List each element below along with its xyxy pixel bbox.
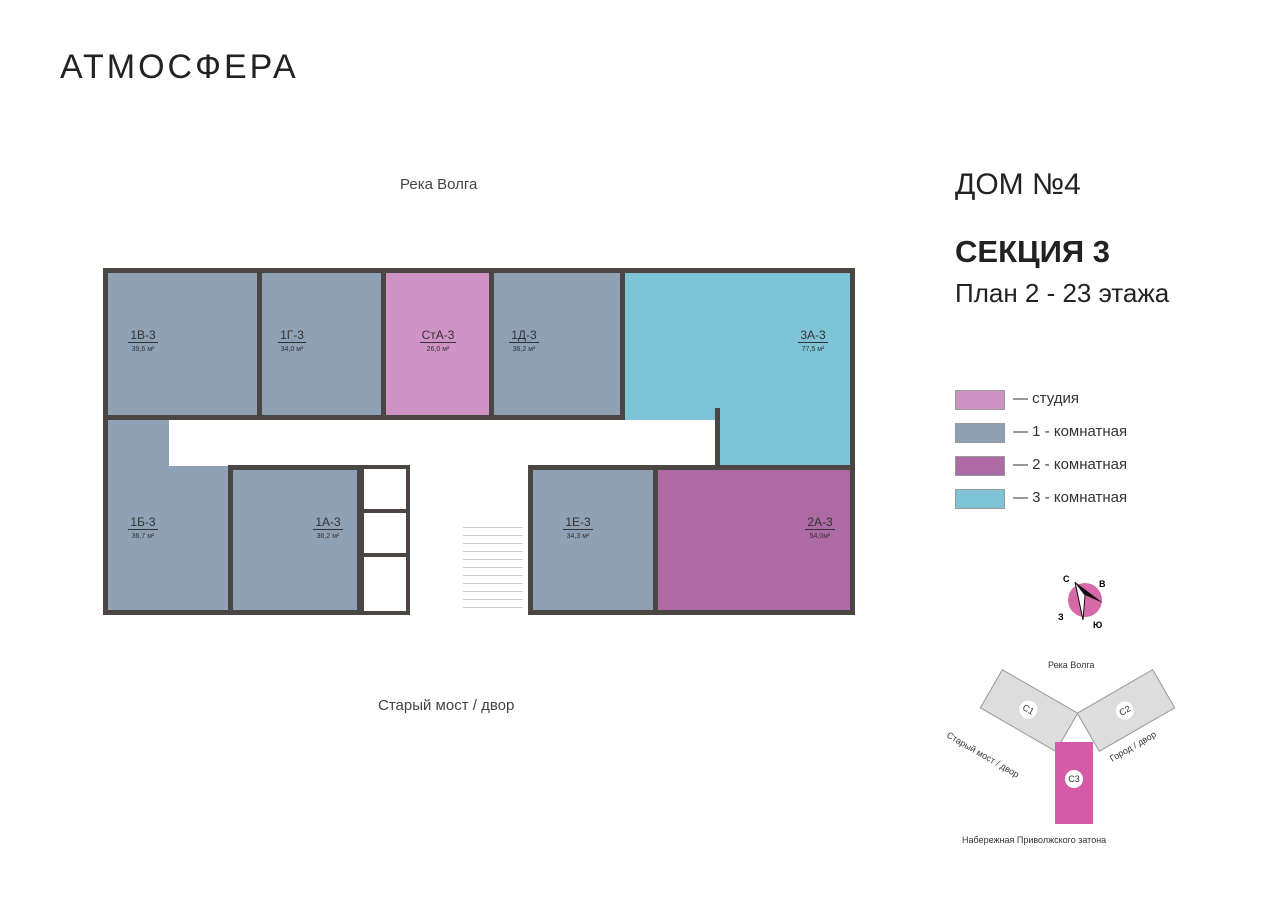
house-title: ДОМ №4 bbox=[955, 168, 1081, 201]
apartment-name: 1Б-3 bbox=[128, 515, 158, 530]
apartment-1g-3[interactable]: 1Г-3 34,0 м² bbox=[257, 268, 386, 420]
apartment-name: 1А-3 bbox=[313, 515, 343, 530]
staircase bbox=[463, 520, 523, 615]
block-c1: С1 bbox=[979, 669, 1079, 752]
apartment-name: 1Е-3 bbox=[563, 515, 593, 530]
apartment-3a-3-lower[interactable] bbox=[715, 408, 855, 470]
block-c3: С3 bbox=[1055, 742, 1093, 824]
legend-swatch bbox=[955, 456, 1005, 476]
legend-label: — 2 - комнатная bbox=[1013, 456, 1128, 473]
apartment-name: 1В-3 bbox=[128, 328, 158, 343]
section-title: СЕКЦИЯ 3 bbox=[955, 234, 1111, 269]
apartment-2a-3[interactable]: 2А-3 54,0м² bbox=[653, 465, 855, 615]
apartment-area: 26,0 м² bbox=[426, 346, 450, 353]
apartment-1a-3[interactable]: 1А-3 36,2 м² bbox=[228, 465, 362, 615]
river-label: Река Волга bbox=[400, 176, 478, 193]
legend-swatch bbox=[955, 423, 1005, 443]
apartment-3a-3[interactable]: 3А-3 77,5 м² bbox=[620, 268, 855, 420]
legend-label: — 1 - комнатная bbox=[1013, 423, 1128, 440]
block-c3-label: С3 bbox=[1065, 770, 1083, 788]
legend-swatch bbox=[955, 489, 1005, 509]
legend-label: — студия bbox=[1013, 390, 1079, 407]
apartment-area: 36,2 м² bbox=[316, 533, 340, 540]
compass-s: Ю bbox=[1093, 620, 1102, 630]
floor-plan: 1В-3 39,6 м² 1Г-3 34,0 м² СтА-3 26,0 м² 1Д-… bbox=[103, 268, 855, 615]
legend-swatch bbox=[955, 390, 1005, 410]
apartment-1d-3[interactable]: 1Д-3 36,2 м² bbox=[489, 268, 625, 420]
apartment-1e-3[interactable]: 1Е-3 34,3 м² bbox=[528, 465, 658, 615]
compass-n: С bbox=[1063, 574, 1070, 584]
elevator bbox=[360, 465, 410, 513]
apartment-area: 36,7 м² bbox=[131, 533, 155, 540]
elevator bbox=[360, 509, 410, 557]
legend-label: — 3 - комнатная bbox=[1013, 489, 1128, 506]
apartment-area: 34,3 м² bbox=[566, 533, 590, 540]
apartment-name: 2А-3 bbox=[805, 515, 835, 530]
site-river-label: Река Волга bbox=[1048, 660, 1095, 670]
apartment-name: 1Г-3 bbox=[278, 328, 306, 343]
compass-icon: С В Ю З bbox=[1058, 574, 1106, 630]
block-c2-label: С2 bbox=[1112, 698, 1138, 723]
apartment-area: 36,2 м² bbox=[512, 346, 536, 353]
compass-e: В bbox=[1099, 579, 1106, 589]
apartment-name: 3А-3 bbox=[798, 328, 828, 343]
logo: АТМОСФЕРА bbox=[60, 48, 299, 86]
site-left-label: Старый мост / двор bbox=[945, 730, 1021, 780]
apartment-name: 1Д-3 bbox=[509, 328, 539, 343]
bridge-label: Старый мост / двор bbox=[378, 697, 515, 714]
floor-plan-title: План 2 - 23 этажа bbox=[955, 278, 1170, 308]
apartment-area: 77,5 м² bbox=[801, 346, 825, 353]
corridor bbox=[169, 420, 715, 466]
site-bottom-label: Набережная Приволжского затона bbox=[962, 835, 1107, 845]
apartment-1v-3[interactable]: 1В-3 39,6 м² bbox=[103, 268, 262, 420]
apartment-sta-3[interactable]: СтА-3 26,0 м² bbox=[381, 268, 494, 420]
apartment-area: 54,0м² bbox=[809, 533, 831, 540]
apartment-area: 39,6 м² bbox=[131, 346, 155, 353]
block-c1-label: С1 bbox=[1016, 697, 1041, 722]
apartment-name: СтА-3 bbox=[419, 328, 457, 343]
elevator bbox=[360, 553, 410, 615]
block-c2: С2 bbox=[1076, 669, 1176, 752]
compass-w: З bbox=[1058, 612, 1064, 622]
apartment-area: 34,0 м² bbox=[280, 346, 304, 353]
